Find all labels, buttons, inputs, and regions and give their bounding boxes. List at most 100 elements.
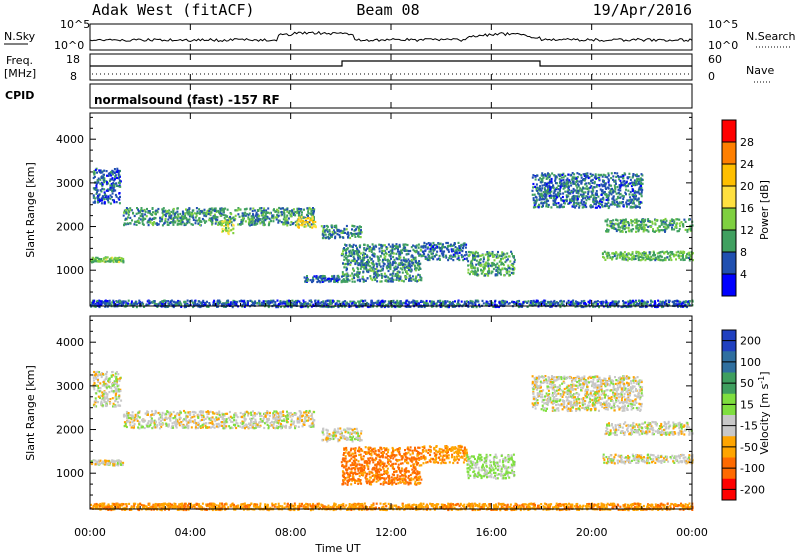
heatmap-cell <box>629 196 631 198</box>
heatmap-cell <box>494 259 496 261</box>
heatmap-cell <box>290 215 292 217</box>
heatmap-cell <box>313 210 315 212</box>
heatmap-cell <box>498 265 500 267</box>
heatmap-cell <box>133 303 135 305</box>
heatmap-cell <box>633 258 635 260</box>
heatmap-cell <box>233 216 235 218</box>
heatmap-cell <box>381 247 383 249</box>
heatmap-cell <box>360 252 362 254</box>
heatmap-cell <box>420 249 422 251</box>
heatmap-cell <box>321 278 323 280</box>
heatmap-cell <box>423 255 425 257</box>
heatmap-cell <box>172 212 174 214</box>
heatmap-cell <box>632 190 634 192</box>
heatmap-cell <box>628 257 630 259</box>
heatmap-cell <box>351 228 353 230</box>
heatmap-cell <box>146 215 148 217</box>
heatmap-cell <box>348 250 350 252</box>
freq-label: Freq. <box>6 54 33 67</box>
heatmap-cell <box>222 230 224 232</box>
heatmap-cell <box>578 181 580 183</box>
heatmap-cell <box>337 275 339 277</box>
heatmap-cell <box>509 274 511 276</box>
heatmap-cell <box>513 272 515 274</box>
heatmap-cell <box>577 190 579 192</box>
heatmap-cell <box>604 259 606 261</box>
heatmap-cell <box>584 179 586 181</box>
heatmap-cell <box>620 222 622 224</box>
heatmap-cell <box>337 300 339 302</box>
heatmap-cell <box>581 199 583 201</box>
heatmap-cell <box>415 269 417 271</box>
heatmap-cell <box>626 203 628 205</box>
heatmap-cell <box>613 190 615 192</box>
heatmap-cell <box>653 253 655 255</box>
heatmap-cell <box>188 207 190 209</box>
heatmap-cell <box>352 225 354 227</box>
heatmap-cell <box>110 203 112 205</box>
heatmap-cell <box>573 199 575 201</box>
heatmap-cell <box>584 173 586 175</box>
heatmap-cell <box>142 221 144 223</box>
heatmap-cell <box>218 211 220 213</box>
heatmap-cell <box>638 179 640 181</box>
heatmap-cell <box>237 223 239 225</box>
heatmap-cell <box>677 300 679 302</box>
heatmap-cell <box>97 181 99 183</box>
heatmap-cell <box>101 171 103 173</box>
heatmap-cell <box>141 213 143 215</box>
heatmap-cell <box>346 225 348 227</box>
heatmap-cell <box>606 253 608 255</box>
heatmap-cell <box>177 213 179 215</box>
heatmap-cell <box>251 224 253 226</box>
heatmap-cell <box>553 187 555 189</box>
heatmap-cell <box>613 227 615 229</box>
heatmap-cell <box>232 224 234 226</box>
heatmap-cell <box>166 211 168 213</box>
heatmap-cell <box>225 302 227 304</box>
heatmap-cell <box>610 221 612 223</box>
heatmap-cell <box>470 262 472 264</box>
heatmap-cell <box>574 195 576 197</box>
heatmap-cell <box>345 254 347 256</box>
heatmap-cell <box>616 186 618 188</box>
heatmap-cell <box>553 204 555 206</box>
heatmap-cell <box>578 184 580 186</box>
heatmap-cell <box>111 301 113 303</box>
heatmap-cell <box>330 300 332 302</box>
heatmap-cell <box>136 303 138 305</box>
heatmap-cell <box>221 209 223 211</box>
heatmap-cell <box>602 206 604 208</box>
heatmap-cell <box>573 206 575 208</box>
heatmap-cell <box>546 191 548 193</box>
heatmap-cell <box>612 179 614 181</box>
heatmap-cell <box>620 176 622 178</box>
heatmap-cell <box>336 302 338 304</box>
heatmap-cell <box>298 220 300 222</box>
heatmap-cell <box>353 277 355 279</box>
heatmap-cell <box>532 183 534 185</box>
heatmap-cell <box>354 236 356 238</box>
heatmap-cell <box>513 301 515 303</box>
heatmap-cell <box>511 301 513 303</box>
heatmap-cell <box>420 255 422 257</box>
heatmap-cell <box>599 206 601 208</box>
heatmap-cell <box>479 265 481 267</box>
heatmap-cell <box>630 179 632 181</box>
heatmap-cell <box>298 208 300 210</box>
heatmap-cell <box>466 257 468 259</box>
heatmap-cell <box>598 184 600 186</box>
heatmap-cell <box>435 254 437 256</box>
heatmap-cell <box>659 301 661 303</box>
heatmap-cell <box>357 279 359 281</box>
heatmap-cell <box>235 215 237 217</box>
heatmap-cell <box>351 278 353 280</box>
heatmap-cell <box>119 186 121 188</box>
heatmap-cell <box>545 194 547 196</box>
heatmap-cell <box>567 191 569 193</box>
heatmap-cell <box>143 224 145 226</box>
heatmap-cell <box>359 233 361 235</box>
heatmap-cell <box>495 266 497 268</box>
heatmap-cell <box>671 228 673 230</box>
heatmap-cell <box>121 257 123 259</box>
